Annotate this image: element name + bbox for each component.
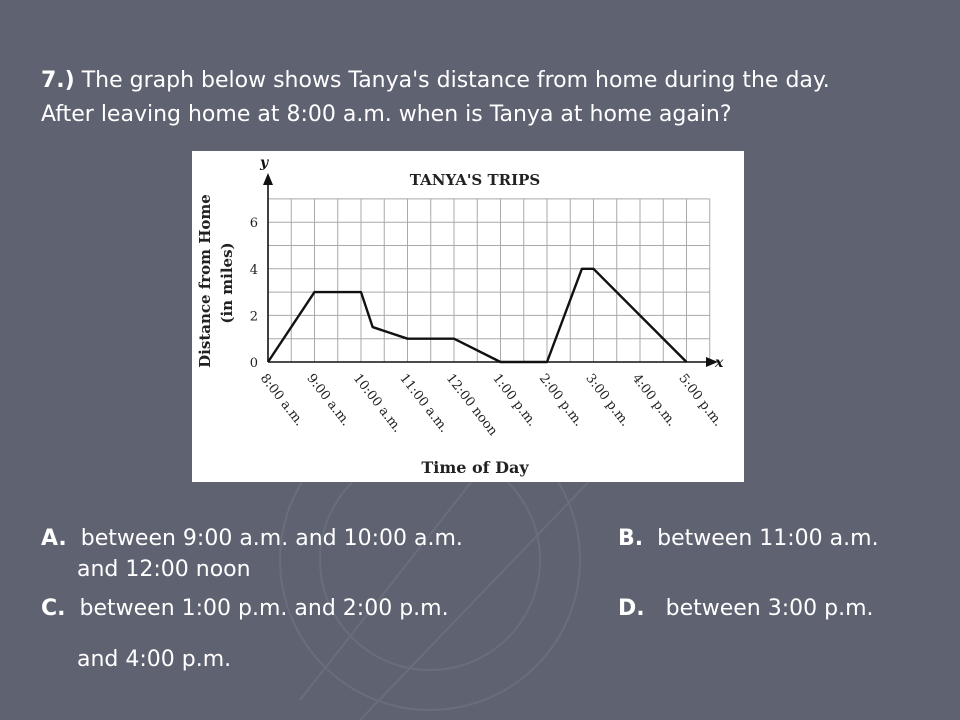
y-tick-label: 4 [250, 263, 258, 278]
answer-d-letter: D. [618, 596, 645, 621]
x-tick-label: 1:00 p.m. [489, 371, 539, 429]
y-tick-label: 6 [250, 216, 258, 231]
answer-b[interactable]: B. between 11:00 a.m. [618, 524, 879, 554]
y-tick-label: 2 [250, 309, 258, 324]
x-tick-labels: 8:00 a.m.9:00 a.m.10:00 a.m.11:00 a.m.12… [257, 371, 726, 439]
y-tick-label: 0 [250, 356, 258, 371]
answer-a-continued: and 12:00 noon [77, 557, 251, 582]
y-axis-arrow [263, 173, 273, 185]
answer-b-text: between 11:00 a.m. [657, 526, 879, 551]
question-line-1: 7.) The graph below shows Tanya's distan… [41, 64, 830, 98]
y-axis-label: Distance from Home [196, 194, 214, 368]
x-axis-letter: x [714, 355, 724, 371]
question-text: 7.) The graph below shows Tanya's distan… [41, 64, 830, 132]
y-tick-labels: 0 2 4 6 [250, 216, 258, 371]
x-tick-label: 8:00 a.m. [257, 371, 307, 429]
chart-title: TANYA'S TRIPS [410, 171, 540, 189]
x-axis-label: Time of Day [421, 458, 529, 477]
chart-panel: x y TANYA'S TRIPS Distance from Home (in… [192, 151, 744, 482]
answer-a-text: between 9:00 a.m. and 10:00 a.m. [80, 526, 463, 551]
answer-a[interactable]: A. between 9:00 a.m. and 10:00 a.m. [41, 524, 463, 554]
question-line-2: After leaving home at 8:00 a.m. when is … [41, 102, 732, 127]
x-tick-label: 3:00 p.m. [582, 371, 632, 429]
answer-c-letter: C. [41, 596, 66, 621]
x-tick-label: 10:00 a.m. [350, 371, 405, 435]
answer-c-text: between 1:00 p.m. and 2:00 p.m. [79, 596, 449, 621]
y-axis-letter: y [259, 155, 269, 171]
x-tick-label: 2:00 p.m. [536, 371, 586, 429]
y-axis-label-units: (in miles) [218, 242, 236, 323]
answer-c[interactable]: C. between 1:00 p.m. and 2:00 p.m. [41, 594, 449, 624]
tanyas-trips-chart: x y TANYA'S TRIPS Distance from Home (in… [196, 155, 726, 477]
answer-a-letter: A. [41, 526, 67, 551]
answer-b-letter: B. [618, 526, 644, 551]
chart-axes: x y [259, 155, 724, 371]
answer-d-text: between 3:00 p.m. [665, 596, 874, 621]
distance-line [267, 267, 688, 364]
x-axis-arrow [706, 357, 718, 367]
question-number: 7.) [41, 68, 75, 93]
question-line-1-text: The graph below shows Tanya's distance f… [74, 68, 830, 93]
x-tick-label: 9:00 a.m. [303, 371, 353, 429]
series-group [267, 267, 688, 364]
x-tick-label: 5:00 p.m. [675, 371, 725, 429]
x-tick-label: 4:00 p.m. [629, 371, 679, 429]
answer-d[interactable]: D. between 3:00 p.m. [618, 594, 874, 624]
answer-d-continued: and 4:00 p.m. [77, 647, 232, 672]
chart-grid [267, 198, 711, 363]
